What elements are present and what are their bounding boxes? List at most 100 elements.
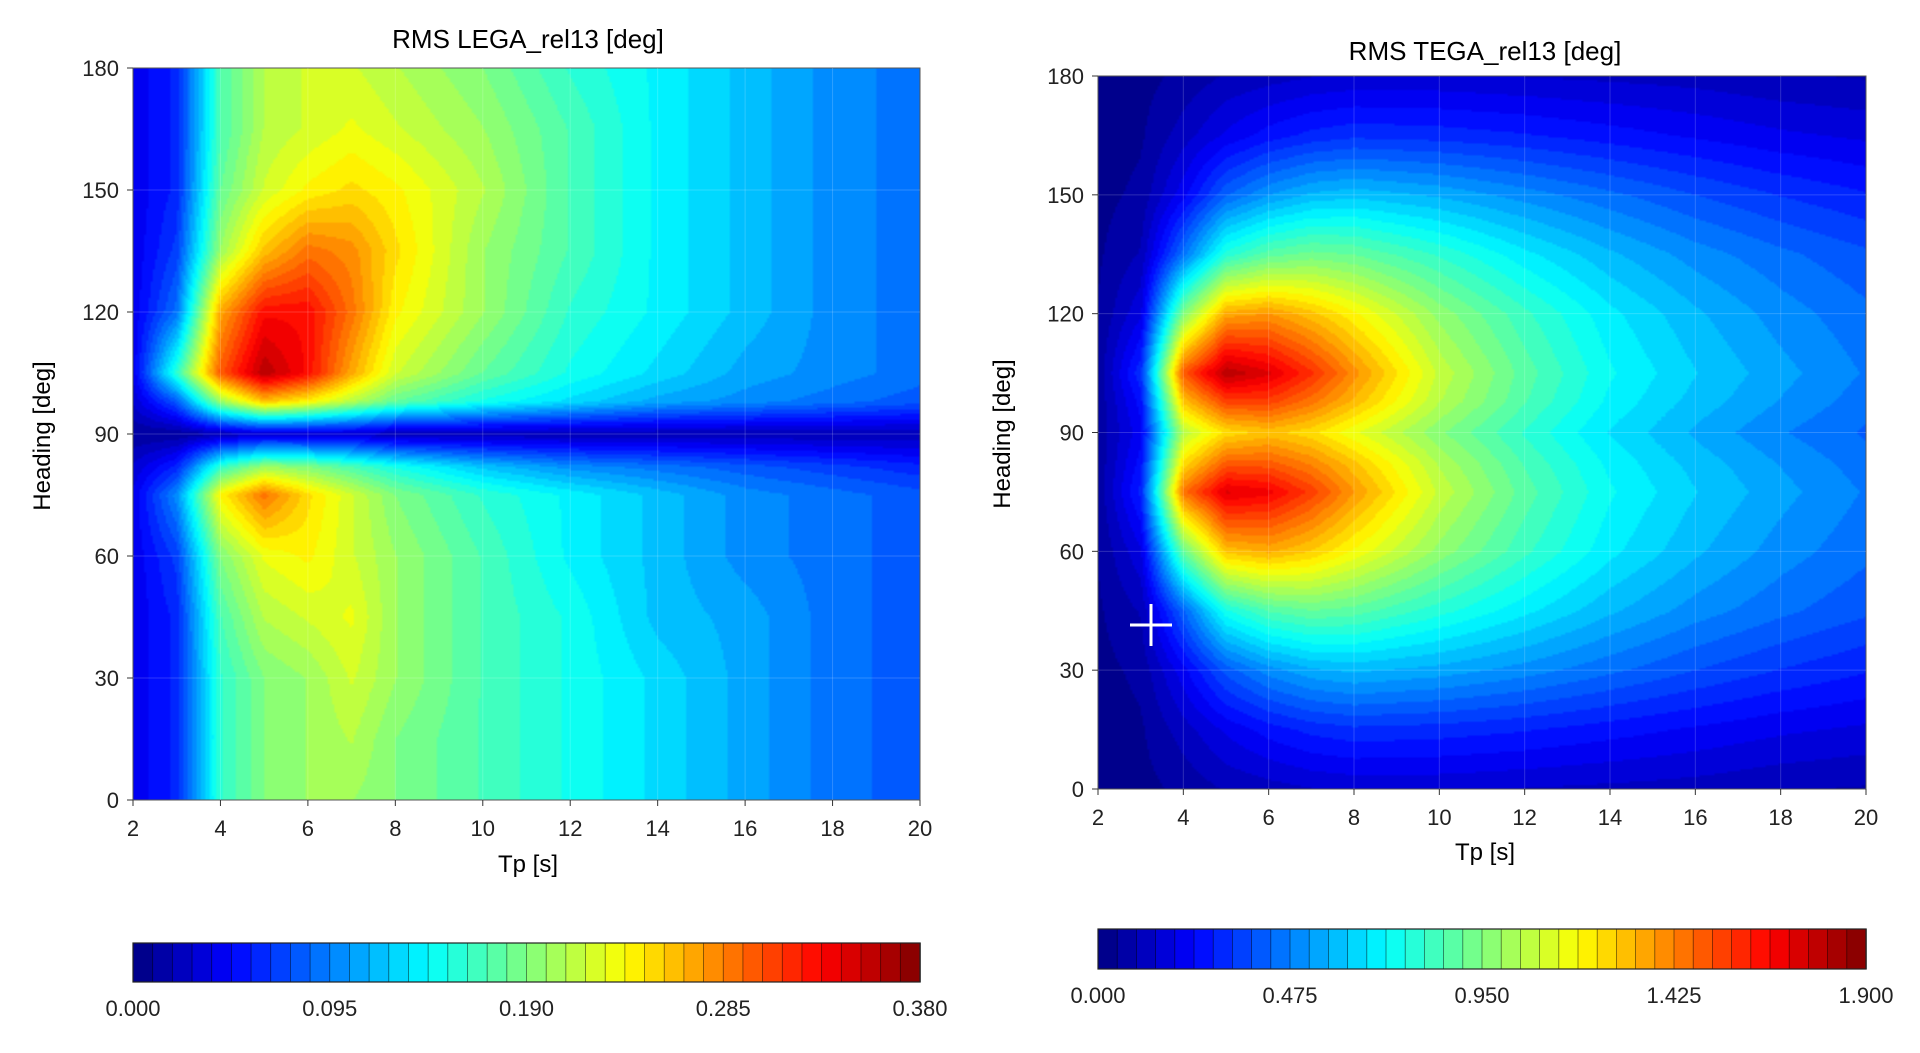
colorbar-swatch (1808, 928, 1829, 970)
y-tick-label: 0 (1072, 777, 1084, 802)
colorbar-swatch (722, 942, 744, 983)
colorbar-swatch (742, 942, 764, 983)
colorbar-swatch (1443, 928, 1464, 970)
colorbar-swatch (1251, 928, 1272, 970)
colorbar-swatch (545, 942, 567, 983)
colorbar-swatch (191, 942, 213, 983)
heatmap-surface (133, 68, 920, 800)
colorbar-swatch (526, 942, 548, 983)
x-tick-label: 2 (1092, 805, 1104, 830)
chart-title: RMS LEGA_rel13 [deg] (392, 24, 664, 54)
colorbar-swatch (467, 942, 489, 983)
colorbar-swatch (781, 942, 803, 983)
colorbar-swatch (1846, 928, 1867, 970)
colorbar-swatch (880, 942, 902, 983)
colorbar-swatch (171, 942, 193, 983)
chart-title: RMS TEGA_rel13 [deg] (1349, 36, 1622, 66)
colorbar-swatch (1404, 928, 1426, 970)
colorbar-swatch (1635, 928, 1656, 970)
colorbar-swatch (1116, 928, 1138, 970)
y-axis-label: Heading [deg] (29, 361, 56, 510)
y-tick-label: 90 (1060, 421, 1084, 446)
colorbar-swatch (860, 942, 882, 983)
colorbar-swatch (762, 942, 784, 983)
colorbar-swatch (1577, 928, 1599, 970)
colorbar-swatch (1558, 928, 1579, 970)
x-tick-label: 10 (471, 816, 495, 841)
colorbar-swatch (1347, 928, 1368, 970)
colorbar-swatch (1712, 928, 1733, 970)
x-tick-label: 2 (127, 816, 139, 841)
colorbar-swatch (1769, 928, 1791, 970)
y-tick-label: 120 (1047, 302, 1084, 327)
x-tick-label: 8 (389, 816, 401, 841)
colorbar-swatch (1539, 928, 1560, 970)
x-tick-label: 16 (1683, 805, 1707, 830)
colorbar-tick-label: 0.095 (302, 996, 357, 1021)
colorbar-swatch (1616, 928, 1637, 970)
y-tick-label: 60 (95, 544, 119, 569)
colorbar-swatch (801, 942, 823, 983)
colorbar-swatch (1788, 928, 1810, 970)
x-axis-label: Tp [s] (498, 851, 558, 878)
colorbar-swatch (644, 942, 666, 983)
colorbar-swatch (1750, 928, 1771, 970)
colorbar-swatch (1366, 928, 1387, 970)
colorbar-tick-label: 0.285 (696, 996, 751, 1021)
colorbar-tick-label: 0.000 (105, 996, 160, 1021)
y-tick-label: 0 (107, 788, 119, 813)
y-tick-label: 60 (1060, 539, 1084, 564)
y-tick-label: 90 (95, 422, 119, 447)
colorbar-swatch (152, 942, 174, 983)
colorbar-swatch (1212, 928, 1234, 970)
y-axis-label: Heading [deg] (989, 359, 1016, 508)
colorbar-swatch (1423, 928, 1445, 970)
colorbar-swatch (250, 942, 272, 983)
y-tick-label: 180 (82, 56, 119, 81)
colorbar-swatch (683, 942, 705, 983)
colorbar-frame (1097, 928, 1867, 970)
x-tick-label: 4 (214, 816, 226, 841)
colorbar-tick-label: 1.900 (1838, 983, 1893, 1008)
colorbar-swatch (565, 942, 587, 983)
colorbar-tick-label: 0.190 (499, 996, 554, 1021)
y-tick-label: 150 (1047, 183, 1084, 208)
x-tick-label: 20 (908, 816, 932, 841)
colorbar-swatch (1673, 928, 1695, 970)
x-tick-label: 14 (1598, 805, 1622, 830)
x-tick-label: 14 (645, 816, 669, 841)
colorbar-swatch (289, 942, 311, 983)
y-tick-label: 30 (1060, 658, 1084, 683)
colorbar-swatch (1596, 928, 1618, 970)
left-chart-panel: RMS LEGA_rel13 [deg] 2 4 6 8 10 12 14 16 18 20 0 30… (29, 24, 948, 1021)
colorbar-tick-label: 0.475 (1262, 983, 1317, 1008)
colorbar-swatch (1327, 928, 1349, 970)
y-tick-label: 30 (95, 666, 119, 691)
colorbar-swatch (663, 942, 685, 983)
x-tick-label: 18 (820, 816, 844, 841)
colorbar-swatch (427, 942, 449, 983)
x-tick-label: 12 (558, 816, 582, 841)
colorbar-swatch (447, 942, 469, 983)
colorbar-swatch (388, 942, 410, 983)
colorbar-swatch (585, 942, 607, 983)
y-tick-label: 150 (82, 178, 119, 203)
x-axis-label: Tp [s] (1455, 839, 1515, 866)
chart-lega-rel13: RMS LEGA_rel13 [deg] 2 4 6 8 10 12 14 16 18 20 0 30… (29, 24, 948, 1021)
colorbar-tick-label: 1.425 (1646, 983, 1701, 1008)
colorbar-swatch (703, 942, 725, 983)
colorbar-swatch (368, 942, 390, 983)
right-chart-panel: RMS TEGA_rel13 [deg] 2 4 6 8 10 12 14 16 18 20 0 30… (960, 0, 1920, 1053)
colorbar-swatch (1097, 928, 1119, 970)
colorbar-tick-label: 0.000 (1070, 983, 1125, 1008)
x-tick-label: 4 (1177, 805, 1189, 830)
colorbar-swatch (1462, 928, 1483, 970)
colorbar-swatch (1520, 928, 1541, 970)
colorbar-tick-label: 0.950 (1454, 983, 1509, 1008)
colorbar-swatch (1270, 928, 1291, 970)
colorbar-swatch (329, 942, 351, 983)
colorbar-swatch (604, 942, 626, 983)
x-tick-label: 10 (1427, 805, 1451, 830)
heatmap-surface (1098, 76, 1866, 789)
colorbar-swatch (1731, 928, 1752, 970)
